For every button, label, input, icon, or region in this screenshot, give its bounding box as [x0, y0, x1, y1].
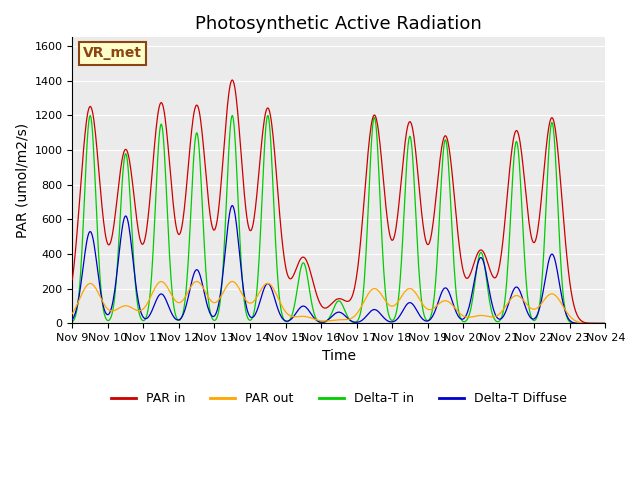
Text: VR_met: VR_met	[83, 47, 142, 60]
X-axis label: Time: Time	[322, 348, 356, 363]
Title: Photosynthetic Active Radiation: Photosynthetic Active Radiation	[195, 15, 482, 33]
Y-axis label: PAR (umol/m2/s): PAR (umol/m2/s)	[15, 123, 29, 238]
Legend: PAR in, PAR out, Delta-T in, Delta-T Diffuse: PAR in, PAR out, Delta-T in, Delta-T Dif…	[106, 387, 572, 410]
